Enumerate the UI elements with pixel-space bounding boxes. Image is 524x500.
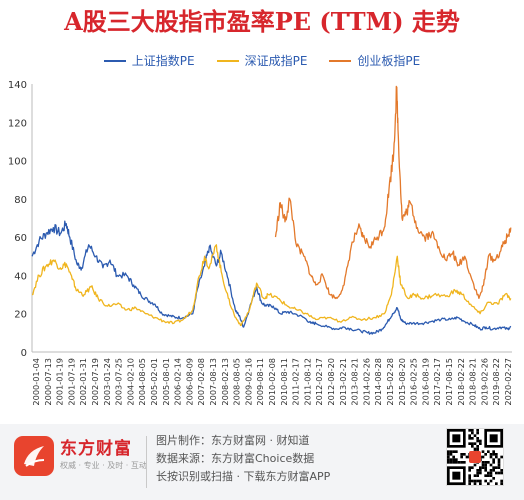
y-tick-label: 0 [21,348,27,359]
eastmoney-logo-icon [14,436,54,476]
x-tick-label: 2001-01-19 [55,358,65,406]
y-tick-label: 40 [14,271,27,282]
brand-slogan: 权威 · 专业 · 及时 · 互动 [60,461,147,470]
series-line-shanghai [31,220,512,335]
x-tick-label: 2011-08-12 [302,358,312,406]
qr-code-icon[interactable] [446,428,504,486]
x-tick-label: 2009-02-16 [243,358,253,406]
x-tick-label: 2017-08-15 [444,358,454,406]
x-tick-label: 2012-08-20 [326,358,336,406]
x-tick-label: 2014-02-26 [361,358,371,406]
footer-credit: 图片制作：东方财富网 · 财知道 [156,434,310,447]
footer-divider [146,436,147,488]
y-tick-label: 140 [8,80,27,91]
x-tick-label: 2006-08-09 [184,358,194,406]
legend-item-chinext: 创业板指PE [329,52,420,70]
x-tick-label: 2011-02-17 [291,358,301,406]
x-tick-label: 2018-08-21 [468,358,478,406]
x-tick-label: 2015-08-20 [397,358,407,406]
x-tick-label: 2013-02-21 [338,358,348,406]
x-tick-label: 2000-01-04 [31,358,41,406]
x-tick-label: 2005-08-01 [161,358,171,406]
x-tick-label: 2003-01-24 [102,358,112,406]
x-tick-label: 2008-02-13 [220,358,230,406]
x-tick-label: 2016-02-25 [409,358,419,406]
x-tick-label: 2015-02-28 [385,358,395,406]
footer-source: 数据来源：东方财富Choice数据 [156,452,315,465]
x-tick-label: 2007-02-08 [196,358,206,406]
y-tick-label: 120 [8,118,27,129]
legend-label-shanghai: 上证指数PE [131,54,195,68]
x-tick-label: 2019-08-22 [491,358,501,406]
x-tick-label: 2008-08-05 [232,358,242,406]
x-tick-label: 2005-02-01 [149,358,159,406]
series-line-shenzhen [31,244,512,327]
x-tick-label: 2007-08-13 [208,358,218,406]
legend-swatch-shanghai [103,60,126,62]
x-tick-label: 2013-08-21 [350,358,360,406]
series-line-chinext [274,85,512,300]
brand-name: 东方财富 [60,439,132,459]
x-tick-label: 2010-02-08 [267,358,277,406]
x-tick-label: 2002-01-31 [78,358,88,406]
x-tick-label: 2009-08-11 [255,358,265,406]
x-tick-label: 2018-02-22 [456,358,466,406]
x-tick-label: 2006-02-14 [173,358,183,406]
x-tick-label: 2000-07-13 [43,358,53,406]
legend-swatch-chinext [329,60,352,62]
x-tick-label: 2012-02-17 [314,358,324,406]
y-tick-label: 100 [8,157,27,168]
legend-label-shenzhen: 深证成指PE [244,54,308,68]
footer-download: 长按识别或扫描 · 下载东方财富APP [156,470,331,483]
x-tick-label: 2016-08-19 [420,358,430,406]
y-tick-label: 80 [14,195,27,206]
x-tick-label: 2003-07-25 [114,358,124,406]
x-tick-label: 2002-07-19 [90,358,100,406]
x-tick-label: 2014-08-28 [373,358,383,406]
legend-item-shenzhen: 深证成指PE [216,52,308,70]
x-tick-label: 2004-08-05 [137,358,147,406]
chart-legend: 上证指数PE 深证成指PE 创业板指PE [0,52,524,70]
x-tick-label: 2010-08-11 [279,358,289,406]
x-tick-label: 2020-02-27 [503,358,513,406]
x-tick-label: 2017-02-17 [432,358,442,406]
x-tick-label: 2001-07-19 [66,358,76,406]
legend-swatch-shenzhen [216,60,239,62]
x-tick-label: 2004-02-10 [125,358,135,406]
legend-label-chinext: 创业板指PE [357,54,421,68]
x-tick-label: 2019-02-26 [479,358,489,406]
page-title: A股三大股指市盈率PE (TTM) 走势 [64,7,460,36]
footer-banner: 东方财富 权威 · 专业 · 及时 · 互动 图片制作：东方财富网 · 财知道 … [0,424,524,500]
y-tick-label: 20 [14,310,27,321]
y-tick-label: 60 [14,233,27,244]
legend-item-shanghai: 上证指数PE [103,52,195,70]
